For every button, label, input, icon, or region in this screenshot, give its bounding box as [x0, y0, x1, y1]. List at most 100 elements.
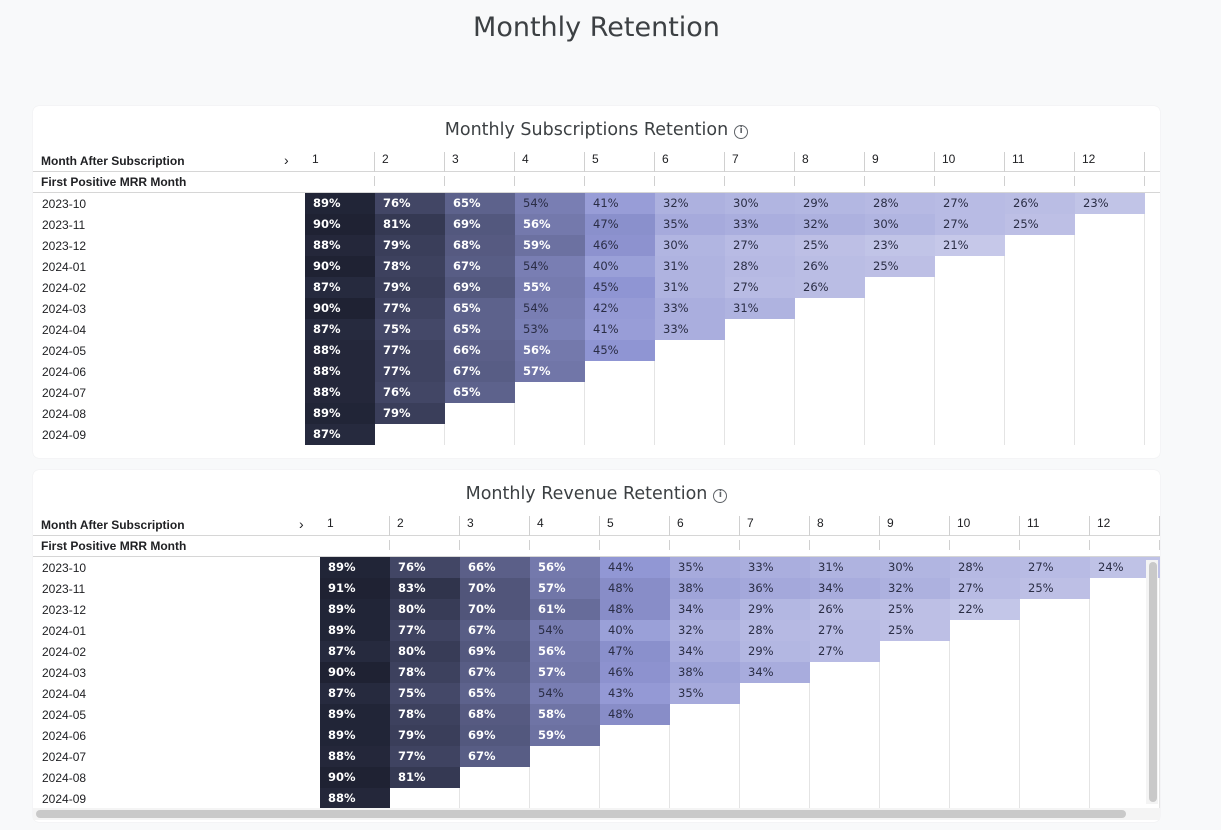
- retention-cell[interactable]: 23%: [865, 235, 935, 256]
- retention-cell[interactable]: 34%: [670, 641, 740, 662]
- retention-cell[interactable]: 31%: [810, 557, 880, 578]
- retention-cell[interactable]: 77%: [390, 620, 460, 641]
- retention-cell[interactable]: 25%: [795, 235, 865, 256]
- retention-cell[interactable]: 57%: [530, 578, 600, 599]
- retention-cell[interactable]: 87%: [320, 641, 390, 662]
- retention-cell[interactable]: 90%: [305, 256, 375, 277]
- column-header-11[interactable]: 11: [1005, 152, 1075, 172]
- retention-cell[interactable]: 83%: [390, 578, 460, 599]
- retention-cell[interactable]: 58%: [530, 704, 600, 725]
- retention-cell[interactable]: 69%: [445, 277, 515, 298]
- retention-cell[interactable]: 78%: [390, 662, 460, 683]
- retention-cell[interactable]: 30%: [865, 214, 935, 235]
- column-header-10[interactable]: 10: [935, 152, 1005, 172]
- retention-cell[interactable]: 26%: [795, 256, 865, 277]
- retention-cell[interactable]: 78%: [390, 704, 460, 725]
- retention-cell[interactable]: 69%: [445, 214, 515, 235]
- retention-cell[interactable]: 38%: [670, 578, 740, 599]
- retention-cell[interactable]: 40%: [600, 620, 670, 641]
- retention-cell[interactable]: 59%: [530, 725, 600, 746]
- retention-cell[interactable]: 33%: [655, 298, 725, 319]
- retention-cell[interactable]: 31%: [655, 256, 725, 277]
- column-header-9[interactable]: 9: [865, 152, 935, 172]
- retention-cell[interactable]: 70%: [460, 578, 530, 599]
- retention-cell[interactable]: 65%: [445, 193, 515, 214]
- retention-cell[interactable]: 47%: [585, 214, 655, 235]
- retention-cell[interactable]: 27%: [810, 641, 880, 662]
- retention-cell[interactable]: 87%: [305, 319, 375, 340]
- retention-cell[interactable]: 88%: [305, 382, 375, 403]
- retention-cell[interactable]: 32%: [655, 193, 725, 214]
- retention-cell[interactable]: 88%: [320, 788, 390, 809]
- retention-cell[interactable]: 25%: [880, 620, 950, 641]
- retention-cell[interactable]: 59%: [515, 235, 585, 256]
- retention-cell[interactable]: 56%: [515, 214, 585, 235]
- retention-cell[interactable]: 35%: [670, 683, 740, 704]
- retention-cell[interactable]: 28%: [950, 557, 1020, 578]
- retention-cell[interactable]: 29%: [795, 193, 865, 214]
- retention-cell[interactable]: 32%: [880, 578, 950, 599]
- retention-cell[interactable]: 77%: [390, 746, 460, 767]
- retention-cell[interactable]: 81%: [375, 214, 445, 235]
- retention-cell[interactable]: 46%: [585, 235, 655, 256]
- retention-cell[interactable]: 54%: [530, 620, 600, 641]
- retention-cell[interactable]: 31%: [655, 277, 725, 298]
- retention-cell[interactable]: 34%: [740, 662, 810, 683]
- retention-cell[interactable]: 45%: [585, 340, 655, 361]
- retention-cell[interactable]: 38%: [670, 662, 740, 683]
- retention-cell[interactable]: 88%: [305, 361, 375, 382]
- retention-cell[interactable]: 68%: [445, 235, 515, 256]
- chevron-right-icon[interactable]: ›: [284, 152, 289, 168]
- retention-cell[interactable]: 76%: [390, 557, 460, 578]
- column-header-10[interactable]: 10: [950, 516, 1020, 536]
- retention-cell[interactable]: 27%: [935, 193, 1005, 214]
- retention-cell[interactable]: 65%: [445, 298, 515, 319]
- retention-cell[interactable]: 33%: [725, 214, 795, 235]
- retention-cell[interactable]: 89%: [320, 620, 390, 641]
- retention-cell[interactable]: 44%: [600, 557, 670, 578]
- retention-cell[interactable]: 67%: [460, 620, 530, 641]
- retention-cell[interactable]: 33%: [655, 319, 725, 340]
- column-header-1[interactable]: 1: [320, 516, 390, 536]
- vertical-scrollbar-thumb[interactable]: [1149, 562, 1157, 802]
- retention-cell[interactable]: 27%: [725, 277, 795, 298]
- retention-cell[interactable]: 70%: [460, 599, 530, 620]
- retention-cell[interactable]: 26%: [1005, 193, 1075, 214]
- retention-cell[interactable]: 45%: [585, 277, 655, 298]
- retention-cell[interactable]: 29%: [740, 599, 810, 620]
- retention-cell[interactable]: 35%: [670, 557, 740, 578]
- retention-cell[interactable]: 75%: [390, 683, 460, 704]
- retention-cell[interactable]: 79%: [375, 277, 445, 298]
- retention-cell[interactable]: 25%: [880, 599, 950, 620]
- retention-cell[interactable]: 32%: [795, 214, 865, 235]
- retention-cell[interactable]: 79%: [375, 235, 445, 256]
- retention-cell[interactable]: 56%: [515, 340, 585, 361]
- retention-cell[interactable]: 66%: [445, 340, 515, 361]
- retention-cell[interactable]: 88%: [305, 235, 375, 256]
- retention-cell[interactable]: 54%: [515, 298, 585, 319]
- retention-cell[interactable]: 67%: [445, 256, 515, 277]
- column-header-2[interactable]: 2: [390, 516, 460, 536]
- retention-cell[interactable]: 27%: [810, 620, 880, 641]
- retention-cell[interactable]: 65%: [445, 382, 515, 403]
- retention-cell[interactable]: 88%: [305, 340, 375, 361]
- column-header-1[interactable]: 1: [305, 152, 375, 172]
- column-header-6[interactable]: 6: [655, 152, 725, 172]
- info-icon[interactable]: i: [713, 489, 728, 503]
- retention-cell[interactable]: 89%: [320, 704, 390, 725]
- retention-cell[interactable]: 46%: [600, 662, 670, 683]
- retention-cell[interactable]: 53%: [515, 319, 585, 340]
- retention-cell[interactable]: 80%: [390, 599, 460, 620]
- retention-cell[interactable]: 90%: [320, 662, 390, 683]
- retention-cell[interactable]: 54%: [515, 193, 585, 214]
- column-header-5[interactable]: 5: [600, 516, 670, 536]
- retention-cell[interactable]: 91%: [320, 578, 390, 599]
- retention-cell[interactable]: 77%: [375, 298, 445, 319]
- column-header-11[interactable]: 11: [1020, 516, 1090, 536]
- retention-cell[interactable]: 48%: [600, 578, 670, 599]
- retention-cell[interactable]: 40%: [585, 256, 655, 277]
- retention-cell[interactable]: 21%: [935, 235, 1005, 256]
- retention-cell[interactable]: 26%: [795, 277, 865, 298]
- column-header-6[interactable]: 6: [670, 516, 740, 536]
- retention-cell[interactable]: 77%: [375, 361, 445, 382]
